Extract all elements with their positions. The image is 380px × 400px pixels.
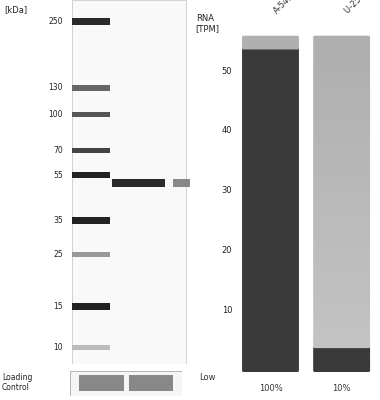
FancyBboxPatch shape [242, 179, 299, 193]
FancyBboxPatch shape [242, 36, 299, 50]
FancyBboxPatch shape [313, 191, 370, 205]
FancyBboxPatch shape [313, 227, 370, 241]
Text: 10: 10 [53, 343, 63, 352]
FancyBboxPatch shape [313, 346, 370, 360]
Text: 55: 55 [53, 170, 63, 180]
Text: 250: 250 [48, 17, 63, 26]
FancyBboxPatch shape [242, 72, 299, 85]
Text: 20: 20 [222, 246, 232, 255]
FancyBboxPatch shape [313, 60, 370, 73]
FancyBboxPatch shape [242, 167, 299, 181]
FancyBboxPatch shape [313, 167, 370, 181]
FancyBboxPatch shape [112, 179, 165, 187]
FancyBboxPatch shape [313, 334, 370, 348]
FancyBboxPatch shape [313, 72, 370, 85]
FancyBboxPatch shape [242, 322, 299, 336]
Text: 100%: 100% [259, 384, 282, 393]
FancyBboxPatch shape [242, 155, 299, 169]
Text: 10%: 10% [332, 384, 351, 393]
FancyBboxPatch shape [242, 143, 299, 157]
FancyBboxPatch shape [72, 85, 110, 91]
Text: 25: 25 [53, 250, 63, 259]
Text: 50: 50 [222, 67, 232, 76]
Text: Loading
Control: Loading Control [2, 373, 32, 392]
FancyBboxPatch shape [242, 286, 299, 300]
FancyBboxPatch shape [313, 215, 370, 229]
FancyBboxPatch shape [242, 119, 299, 133]
FancyBboxPatch shape [128, 375, 173, 392]
FancyBboxPatch shape [313, 179, 370, 193]
FancyBboxPatch shape [313, 239, 370, 252]
FancyBboxPatch shape [72, 172, 110, 178]
FancyBboxPatch shape [242, 48, 299, 62]
FancyBboxPatch shape [242, 191, 299, 205]
FancyBboxPatch shape [242, 203, 299, 217]
Text: U-251 MG: U-251 MG [344, 0, 379, 16]
FancyBboxPatch shape [313, 322, 370, 336]
FancyBboxPatch shape [72, 18, 110, 25]
FancyBboxPatch shape [313, 48, 370, 62]
Text: 70: 70 [53, 146, 63, 155]
Text: High: High [129, 373, 149, 382]
FancyBboxPatch shape [242, 298, 299, 312]
FancyBboxPatch shape [72, 148, 110, 153]
Text: 100: 100 [48, 110, 63, 119]
FancyBboxPatch shape [313, 36, 370, 50]
FancyBboxPatch shape [313, 155, 370, 169]
FancyBboxPatch shape [242, 310, 299, 324]
FancyBboxPatch shape [72, 303, 110, 310]
FancyBboxPatch shape [70, 371, 182, 396]
FancyBboxPatch shape [313, 203, 370, 217]
Text: 10: 10 [222, 306, 232, 315]
Text: Low: Low [199, 373, 215, 382]
FancyBboxPatch shape [242, 84, 299, 97]
FancyBboxPatch shape [313, 358, 370, 372]
FancyBboxPatch shape [313, 143, 370, 157]
FancyBboxPatch shape [313, 96, 370, 109]
FancyBboxPatch shape [313, 310, 370, 324]
FancyBboxPatch shape [173, 179, 241, 187]
Text: 40: 40 [222, 126, 232, 136]
Text: 30: 30 [222, 186, 232, 195]
FancyBboxPatch shape [313, 275, 370, 288]
Text: A-549: A-549 [272, 0, 296, 16]
FancyBboxPatch shape [313, 263, 370, 276]
FancyBboxPatch shape [72, 252, 110, 257]
FancyBboxPatch shape [242, 346, 299, 360]
FancyBboxPatch shape [242, 263, 299, 276]
FancyBboxPatch shape [313, 251, 370, 264]
Text: 130: 130 [48, 84, 63, 92]
FancyBboxPatch shape [242, 215, 299, 229]
FancyBboxPatch shape [313, 286, 370, 300]
FancyBboxPatch shape [72, 218, 110, 224]
FancyBboxPatch shape [242, 227, 299, 241]
Text: 15: 15 [53, 302, 63, 311]
Text: 35: 35 [53, 216, 63, 225]
FancyBboxPatch shape [72, 112, 110, 117]
FancyBboxPatch shape [242, 334, 299, 348]
FancyBboxPatch shape [313, 131, 370, 145]
FancyBboxPatch shape [242, 358, 299, 372]
FancyBboxPatch shape [242, 251, 299, 264]
Text: [kDa]: [kDa] [4, 6, 27, 14]
FancyBboxPatch shape [79, 375, 124, 392]
Text: RNA
[TPM]: RNA [TPM] [196, 14, 220, 33]
FancyBboxPatch shape [313, 107, 370, 121]
FancyBboxPatch shape [242, 107, 299, 121]
FancyBboxPatch shape [242, 239, 299, 252]
FancyBboxPatch shape [242, 60, 299, 73]
FancyBboxPatch shape [313, 119, 370, 133]
FancyBboxPatch shape [72, 345, 110, 350]
FancyBboxPatch shape [313, 298, 370, 312]
FancyBboxPatch shape [242, 275, 299, 288]
FancyBboxPatch shape [242, 131, 299, 145]
FancyBboxPatch shape [72, 0, 186, 364]
FancyBboxPatch shape [242, 96, 299, 109]
FancyBboxPatch shape [313, 84, 370, 97]
